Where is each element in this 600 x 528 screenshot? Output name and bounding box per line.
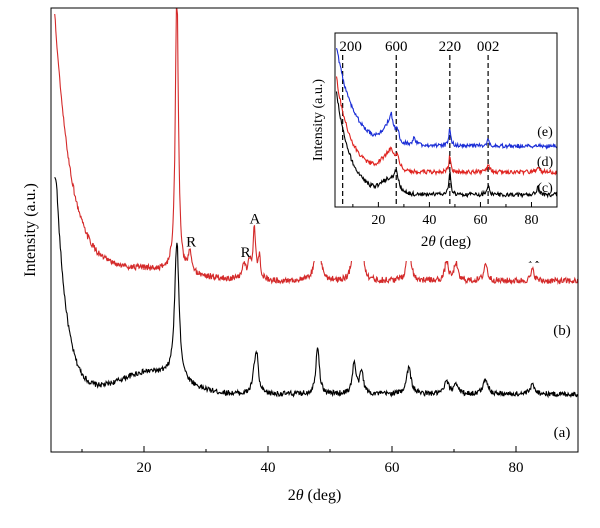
series-line-a — [54, 176, 579, 399]
inset-x-axis-label-suffix: (deg) — [436, 234, 471, 250]
x-tick-label: 60 — [385, 460, 400, 476]
inset-plot: 200 600 220 002 20 40 60 80 2θ (deg) Intensity (a… — [299, 27, 563, 261]
x-tick-label: 40 — [261, 460, 276, 476]
reference-line-label: 002 — [477, 39, 500, 55]
inset-y-axis-label: Intensity (a.u.) — [311, 79, 326, 161]
x-tick-label: 80 — [509, 460, 524, 476]
x-axis-label-theta: θ — [296, 487, 304, 504]
inset-x-tick-label: 20 — [371, 213, 385, 228]
inset-x-tick-label: 60 — [473, 213, 487, 228]
x-axis-label-prefix: 2 — [288, 487, 296, 504]
reference-line-label: 200 — [339, 39, 362, 55]
x-tick-label: 20 — [137, 460, 152, 476]
peak-annotation: R — [241, 245, 251, 261]
main-plot-frame — [50, 7, 579, 453]
inset-series-label: (d) — [537, 155, 554, 170]
inset-series-line-d — [335, 76, 558, 177]
x-axis-label: 2θ (deg) — [288, 487, 342, 504]
inset-x-axis-label: 2θ (deg) — [421, 234, 471, 250]
inset-series-line-e — [335, 48, 558, 150]
series-label: (b) — [553, 323, 571, 339]
y-axis-label: Intensity (a.u.) — [22, 183, 39, 277]
inset-series-label: (c) — [537, 181, 553, 196]
reference-line-label: 220 — [439, 39, 462, 55]
series-label: (a) — [554, 425, 571, 441]
inset-x-tick-label: 80 — [524, 213, 538, 228]
peak-annotation: A — [250, 211, 261, 227]
inset-series-line-c — [335, 91, 558, 199]
inset-series-label: (e) — [537, 125, 553, 140]
inset-x-tick-label: 40 — [422, 213, 436, 228]
reference-line-label: 600 — [385, 39, 408, 55]
inset-x-axis-label-prefix: 2 — [421, 234, 429, 250]
x-axis-label-suffix: (deg) — [304, 487, 342, 504]
inset-x-axis-label-theta: θ — [428, 234, 436, 250]
inset-frame — [334, 32, 558, 208]
peak-annotation: R — [186, 234, 196, 250]
